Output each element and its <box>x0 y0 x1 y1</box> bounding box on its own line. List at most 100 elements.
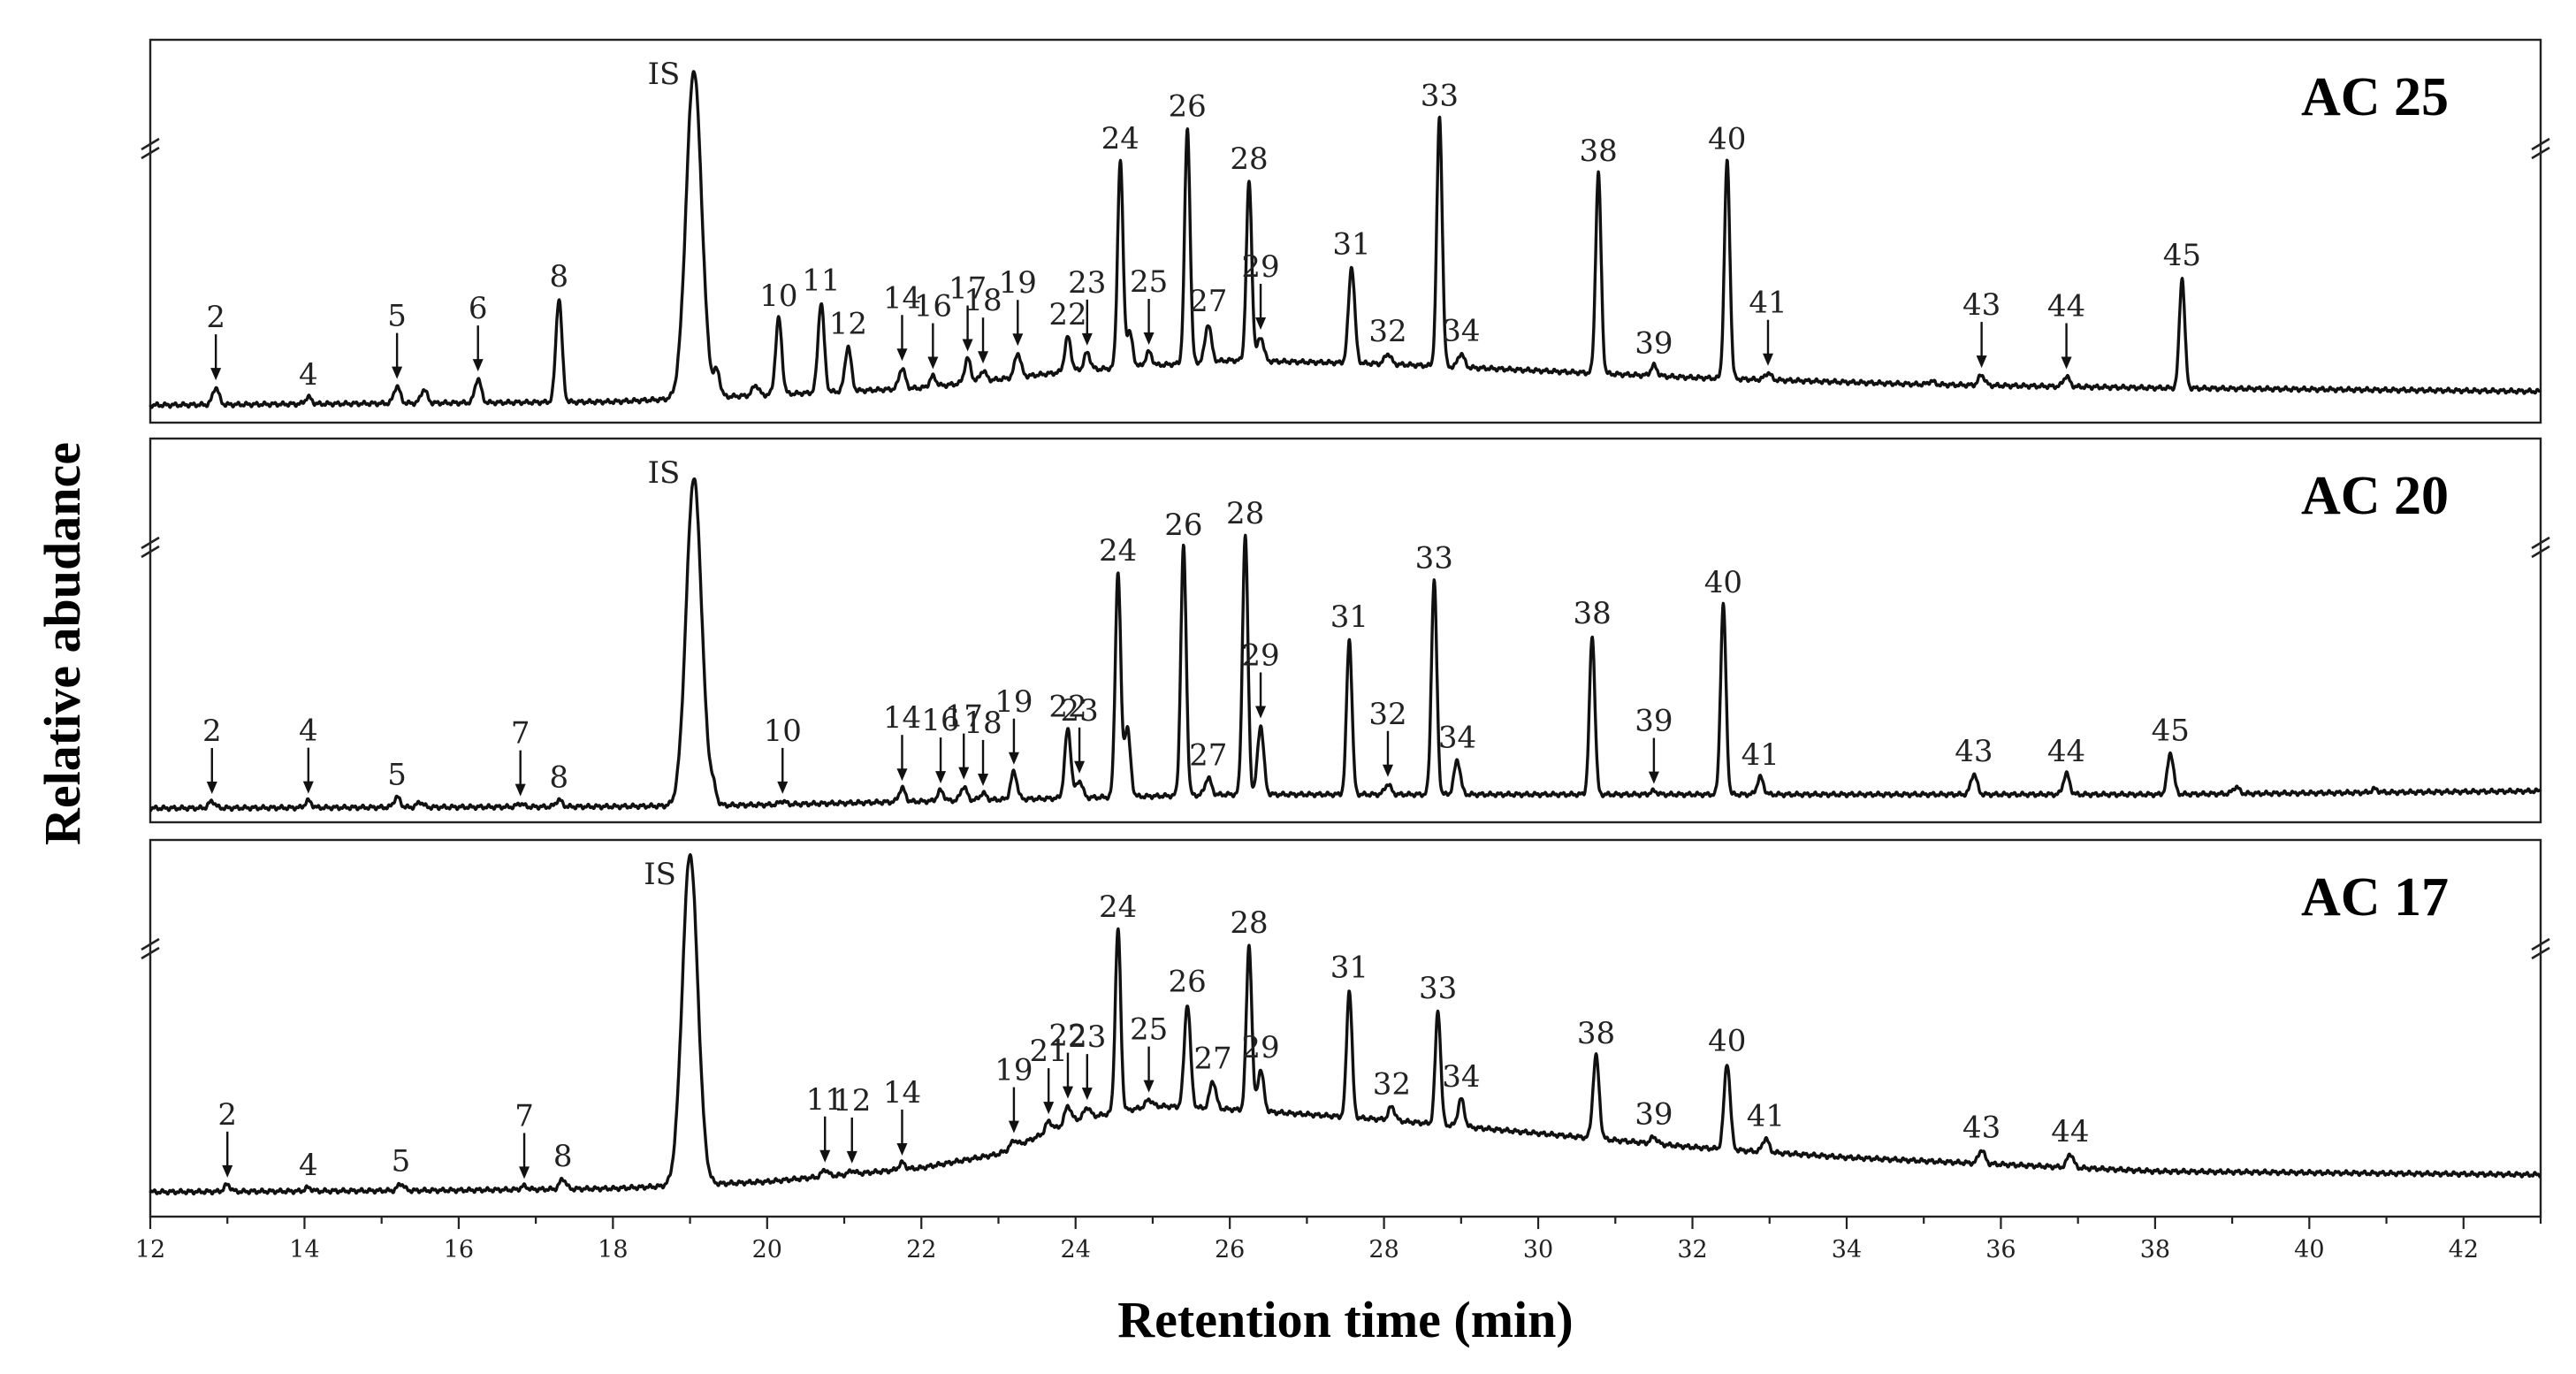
peak-label: 21 <box>1030 1034 1068 1069</box>
peak-arrowhead <box>206 782 217 795</box>
peak-arrowhead <box>846 1150 857 1164</box>
peak-label: 8 <box>549 760 568 796</box>
x-tick-label: 22 <box>906 1236 936 1263</box>
internal-standard-label: IS <box>644 857 676 892</box>
x-axis: 12 14 16 18 20 22 24 26 28 30 32 34 36 38 40 42 <box>135 1217 2542 1263</box>
peak-label: 39 <box>1635 325 1673 361</box>
peak-label: 31 <box>1330 950 1368 985</box>
panel-title: AC 17 <box>2301 867 2449 927</box>
peak-label: 38 <box>1579 134 1617 169</box>
peak-label: 27 <box>1189 738 1227 774</box>
peak-label: 11 <box>806 1082 844 1118</box>
peak-label: 41 <box>1749 286 1787 321</box>
peak-label: 34 <box>1442 1059 1480 1095</box>
peak-label: 14 <box>883 1075 921 1111</box>
axis-break-mark <box>141 137 160 160</box>
panel-titles: AC 25 AC 20 AC 17 <box>2301 67 2449 927</box>
peak-label: 28 <box>1226 496 1264 531</box>
peak-label: 25 <box>1130 264 1168 300</box>
peak-label: 25 <box>1130 1012 1168 1048</box>
panel-title: AC 25 <box>2301 67 2449 127</box>
peak-label: 7 <box>511 716 530 752</box>
peak-label: 29 <box>1241 249 1279 285</box>
peak-label: 32 <box>1368 314 1406 349</box>
peak-label: 8 <box>549 259 568 294</box>
panel-frame <box>149 838 2542 1218</box>
x-tick-label: 36 <box>1985 1236 2016 1263</box>
peak-arrowhead <box>962 339 973 352</box>
peak-label: 43 <box>1962 287 2001 323</box>
peak-label: 19 <box>999 265 1037 301</box>
x-tick-label: 18 <box>598 1236 628 1263</box>
axis-break-mark <box>141 937 160 960</box>
peak-arrowhead <box>2061 356 2072 370</box>
chromatogram-trace <box>149 477 2542 813</box>
peak-label: 17 <box>945 699 983 735</box>
peak-label: 19 <box>995 1053 1033 1088</box>
peak-label: 40 <box>1704 565 1742 600</box>
peak-label: 29 <box>1241 638 1279 674</box>
peak-label: 32 <box>1368 697 1406 732</box>
peak-label: 41 <box>1747 1098 1785 1134</box>
peak-arrowhead <box>978 351 989 364</box>
peak-label: 33 <box>1421 78 1459 113</box>
x-tick-label: 38 <box>2140 1236 2170 1263</box>
peak-label: 24 <box>1101 121 1139 156</box>
chromatogram-trace <box>149 853 2542 1196</box>
peak-label: 22 <box>1048 297 1086 332</box>
peak-label: 33 <box>1415 541 1453 576</box>
peak-arrowhead <box>1008 1120 1019 1134</box>
axis-break-mark <box>2531 937 2550 960</box>
peak-arrowhead <box>302 781 314 794</box>
peak-label: 31 <box>1332 226 1370 262</box>
peak-arrowhead <box>392 366 403 379</box>
peak-arrowhead <box>1074 760 1086 774</box>
x-tick-label: 32 <box>1677 1236 1707 1263</box>
peak-label: 4 <box>299 714 318 749</box>
peak-label: 10 <box>759 279 797 314</box>
peak-label: 40 <box>1708 1024 1746 1059</box>
x-tick-label: 28 <box>1368 1236 1399 1263</box>
peak-arrowhead <box>1081 332 1093 346</box>
x-tick-label: 12 <box>135 1236 165 1263</box>
peak-label: 45 <box>2152 714 2190 749</box>
peak-label: 34 <box>1442 314 1480 349</box>
peak-label: 29 <box>1241 1030 1279 1065</box>
peak-label: 28 <box>1230 141 1268 177</box>
peak-label: 22 <box>1048 1019 1086 1054</box>
internal-standard-label: IS <box>648 455 681 491</box>
y-axis-title: Relative abudance <box>34 442 91 845</box>
peak-label: 26 <box>1164 508 1202 543</box>
peak-arrowhead <box>514 783 526 797</box>
peak-label: 22 <box>1048 690 1086 725</box>
peak-label: 39 <box>1635 704 1673 739</box>
peak-arrowhead <box>896 1142 908 1156</box>
peak-arrowhead <box>935 771 947 784</box>
x-axis-title: Retention time (min) <box>1117 1291 1573 1348</box>
peak-arrowhead <box>1648 771 1659 784</box>
peak-arrowhead <box>1062 1086 1073 1099</box>
axis-break-mark <box>2531 536 2550 559</box>
peak-label: 23 <box>1068 265 1106 301</box>
peak-label: 4 <box>299 357 318 393</box>
x-tick-label: 34 <box>1832 1236 1862 1263</box>
panel-frame <box>149 437 2542 824</box>
peak-label: 17 <box>949 271 987 307</box>
peak-label: 6 <box>469 291 488 326</box>
peak-arrowhead <box>1976 355 1987 369</box>
peak-label: 34 <box>1438 721 1476 756</box>
peak-arrowhead <box>210 368 222 381</box>
x-tick-label: 42 <box>2449 1236 2479 1263</box>
x-tick-label: 20 <box>752 1236 782 1263</box>
peak-arrowhead <box>472 359 484 372</box>
peak-label: 18 <box>964 283 1002 318</box>
peak-label: 2 <box>202 714 222 749</box>
peak-arrowhead <box>819 1149 831 1163</box>
peak-label: 2 <box>206 300 225 335</box>
peak-arrowhead <box>1012 333 1024 347</box>
peak-arrowhead <box>1762 353 1773 366</box>
peak-label: 5 <box>387 299 407 334</box>
peak-label: 5 <box>392 1144 411 1179</box>
peak-arrowhead <box>1255 706 1267 719</box>
